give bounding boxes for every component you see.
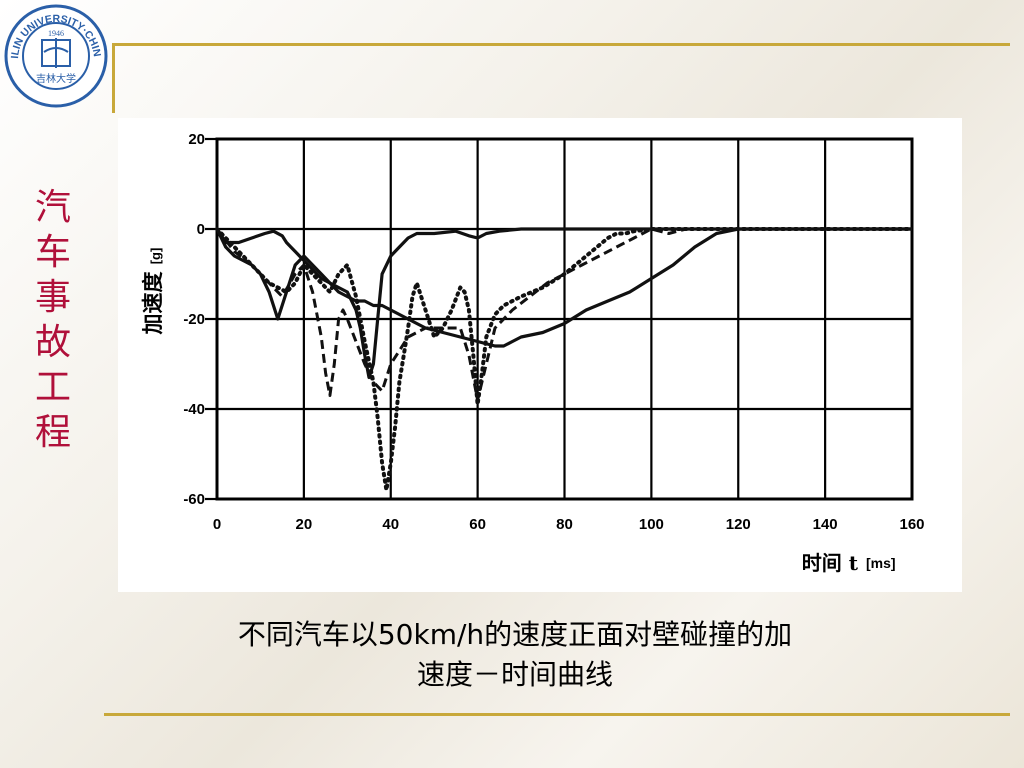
y-tick-label: -60 [183,491,205,508]
bottom-accent-rule [104,713,1010,716]
y-tick-label: 20 [188,131,205,148]
side-title-char: 工 [34,367,71,408]
y-tick-label: 0 [197,221,205,238]
acceleration-time-chart: 0 20 40 60 80 100 120 140 160 20 0 -20 -40 -60 加速度 [g] 时… [140,131,925,575]
caption-line-2: 速度－时间曲线 [416,658,613,691]
x-tick-label: 0 [213,516,221,533]
x-tick-label: 60 [469,516,486,533]
x-tick-label: 160 [899,516,924,533]
chart-panel: 0 20 40 60 80 100 120 140 160 20 0 -20 -40 -60 加速度 [g] 时… [118,118,962,592]
x-tick-label: 100 [639,516,664,533]
series-line-4-dotted [215,227,914,492]
y-axis-unit: [g] [148,248,163,265]
x-tick-label: 80 [556,516,573,533]
logo-mark: 吉林大学 [36,72,76,85]
side-title-char: 故 [34,322,71,363]
x-tick-label: 140 [813,516,838,533]
x-tick-label: 40 [382,516,399,533]
university-logo: JILIN UNIVERSITY·CHINA 1946 吉林大学 [4,4,108,108]
top-accent-rule [112,43,1010,46]
series-line-2-solid [215,227,912,348]
x-axis-label: 时间 t [802,551,859,575]
figure-caption: 不同汽车以50km/h的速度正面对壁碰撞的加 速度－时间曲线 [120,615,910,695]
side-title-char: 车 [34,232,71,273]
caption-line-1: 不同汽车以50km/h的速度正面对壁碰撞的加 [237,618,793,651]
series-line-1-solid [215,227,912,380]
y-tick-label: -20 [183,311,205,328]
side-title-char: 程 [34,412,71,453]
side-title: 汽 车 事 故 工 程 [28,185,78,455]
x-tick-label: 120 [726,516,751,533]
side-title-char: 事 [34,277,71,318]
series-line-3-dashed [215,227,912,402]
x-axis-unit: [ms] [866,555,896,571]
side-title-char: 汽 [34,187,71,228]
left-accent-rule [112,43,115,113]
x-tick-label: 20 [296,516,313,533]
y-axis-label: 加速度 [140,272,165,336]
y-tick-label: -40 [183,401,205,418]
logo-year: 1946 [48,29,64,38]
